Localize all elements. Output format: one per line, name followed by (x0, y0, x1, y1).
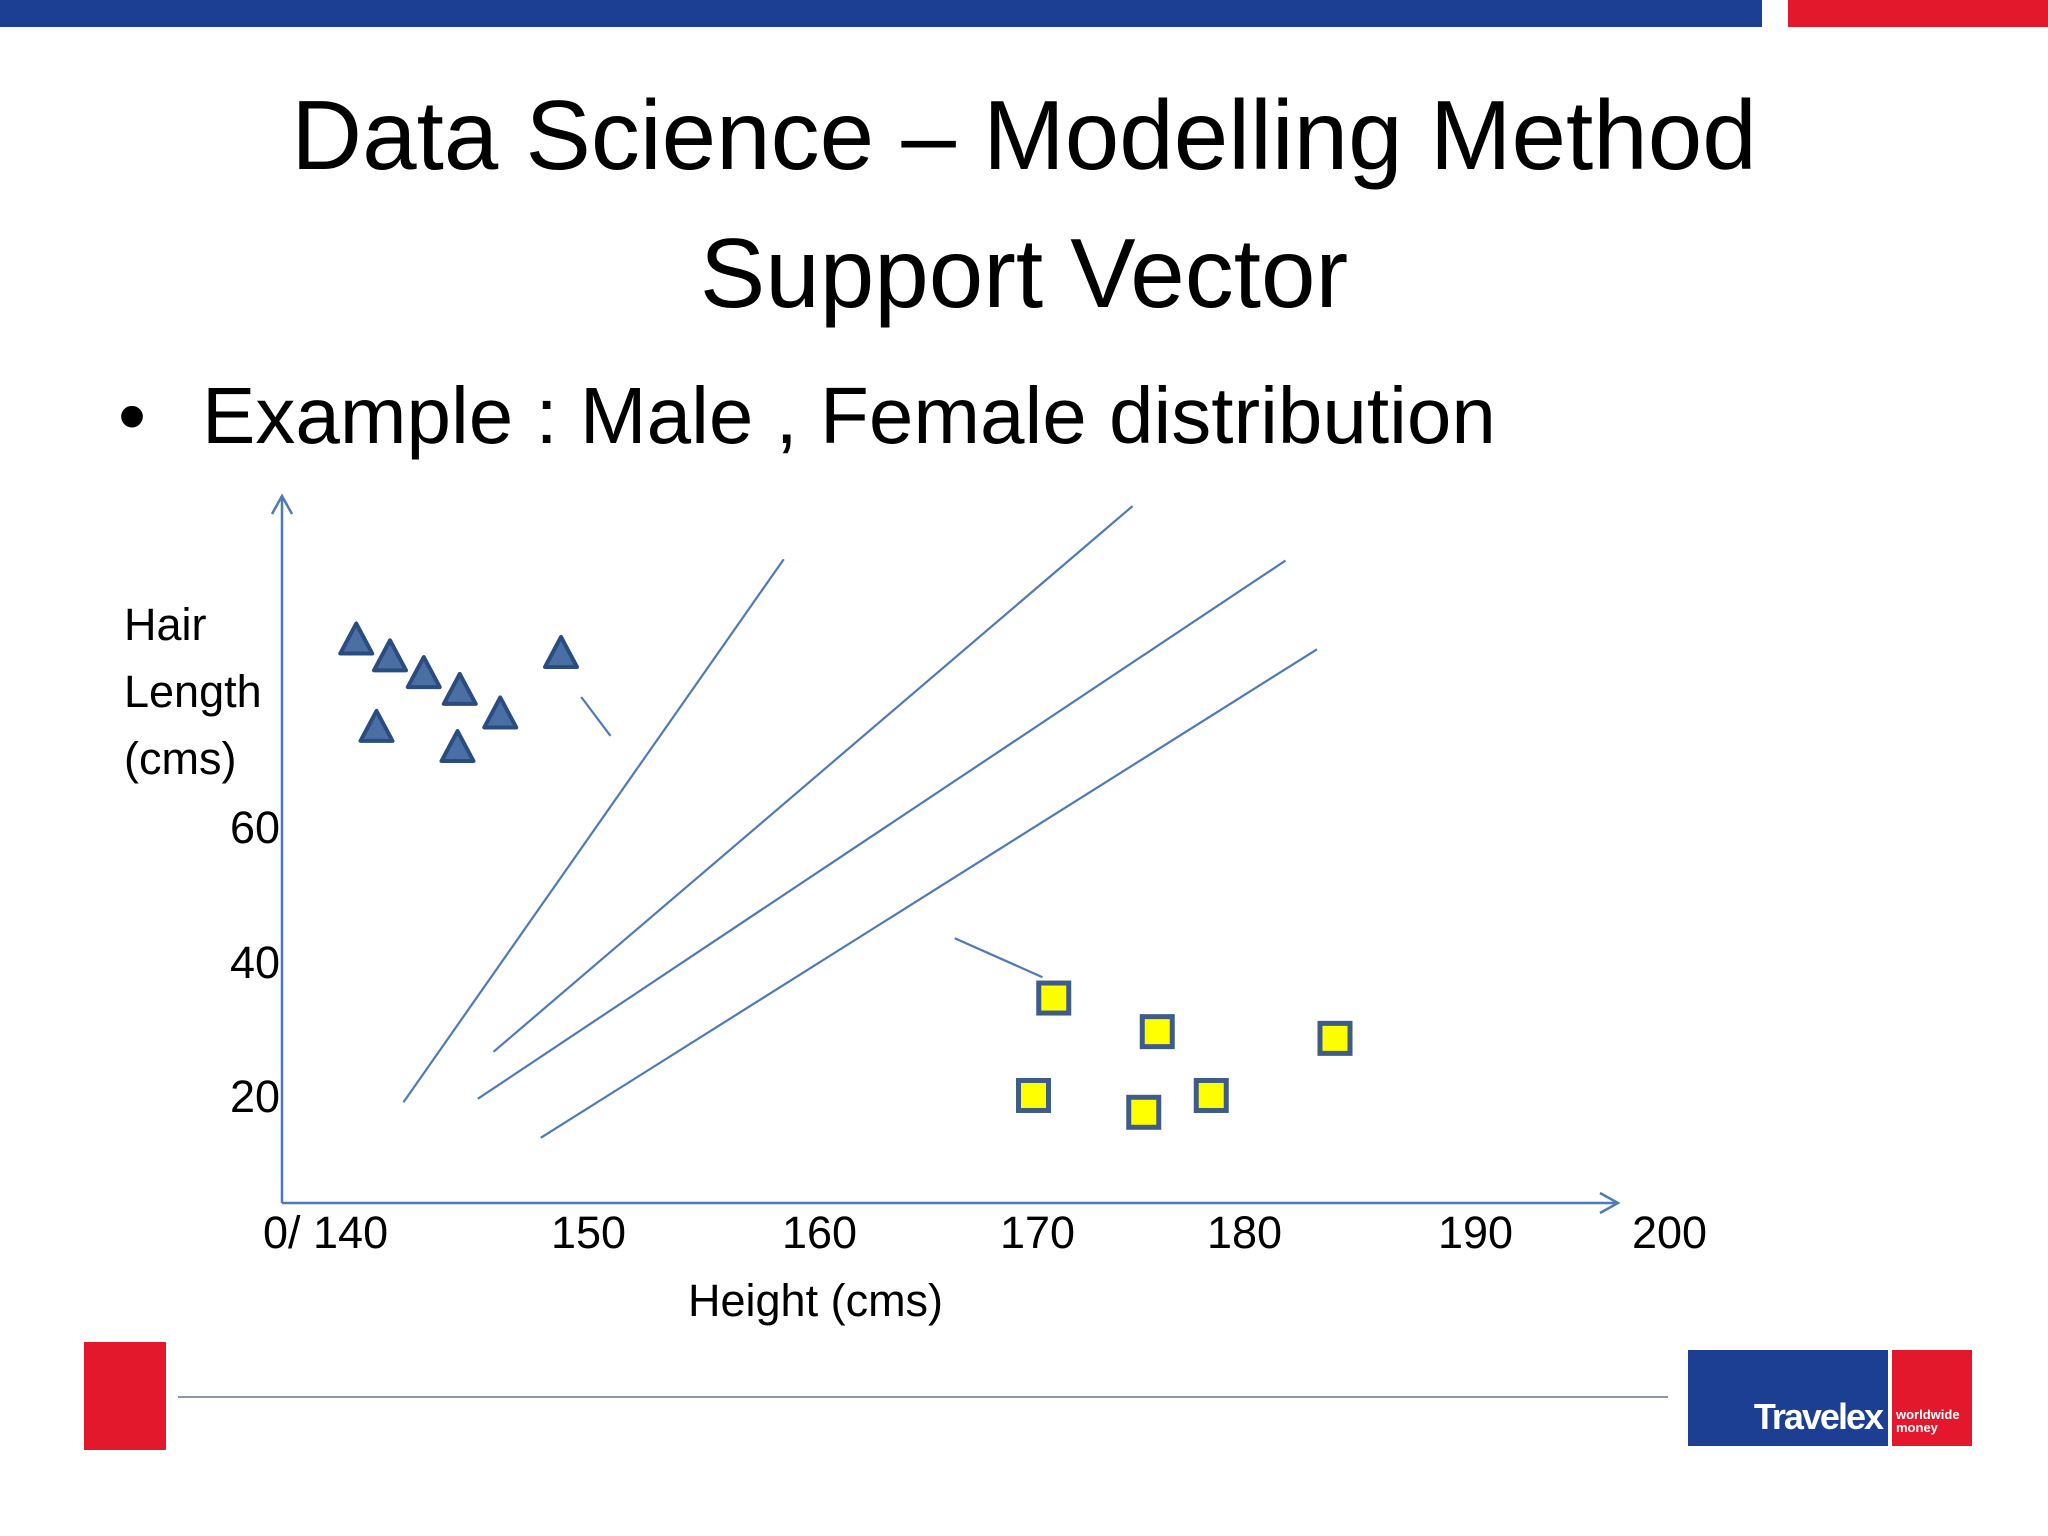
y-tick-label: 20 (230, 1071, 280, 1122)
bullet-dot-icon: • (118, 371, 147, 460)
slide-title: Data Science – Modelling Method Support … (0, 66, 2048, 342)
x-tick-label: 190 (1438, 1207, 1513, 1258)
svm-scatter-chart: Hair Length (cms) 60 40 20 0/ 140 150 16… (124, 493, 1707, 1326)
footer-red-block (84, 1342, 166, 1450)
y-axis-label-line-1: Hair (124, 599, 207, 650)
logo-tagline: worldwide money (1896, 1407, 1960, 1435)
separating-line (402, 558, 785, 1103)
separating-line (492, 505, 1134, 1053)
travelex-logo: Travelex worldwide money (1688, 1350, 1972, 1446)
pointer-line (580, 696, 612, 737)
y-axis-label-line-3: (cms) (124, 733, 236, 784)
top-brand-bar-blue (0, 0, 1762, 27)
triangle-marker (358, 708, 395, 743)
y-axis-label: Hair Length (cms) (124, 599, 262, 784)
x-tick-label: 180 (1207, 1207, 1282, 1258)
y-tick-label: 40 (230, 937, 280, 988)
axes (270, 493, 1621, 1215)
x-tick-label: 150 (551, 1207, 626, 1258)
separating-lines (402, 505, 1318, 1139)
square-marker (1317, 1020, 1353, 1056)
triangle-marker (338, 621, 375, 656)
logo-blue-panel: Travelex (1688, 1350, 1888, 1446)
x-tick-label: 0/ 140 (263, 1207, 388, 1258)
triangle-marker (439, 729, 476, 764)
footer-divider (178, 1396, 1668, 1398)
square-marker (1139, 1014, 1175, 1050)
x-tick-labels: 0/ 140 150 160 170 180 190 200 (263, 1207, 1707, 1258)
y-tick-labels: 60 40 20 (230, 802, 280, 1122)
x-tick-label: 170 (1000, 1207, 1075, 1258)
y-tick-label: 60 (230, 802, 280, 853)
square-marker (1193, 1077, 1229, 1113)
y-axis-label-line-2: Length (124, 666, 262, 717)
bullet-text: Example : Male , Female distribution (202, 371, 1496, 460)
slide-title-line-2: Support Vector (699, 218, 1349, 328)
data-points (338, 621, 1353, 1130)
x-tick-label: 160 (782, 1207, 857, 1258)
triangle-marker (405, 655, 442, 690)
triangle-marker (441, 671, 478, 706)
separating-line (477, 559, 1287, 1100)
logo-red-panel: worldwide money (1892, 1350, 1972, 1446)
square-marker (1016, 1077, 1051, 1113)
logo-name: Travelex (1753, 1396, 1884, 1437)
x-axis-arrow-icon (1599, 1191, 1621, 1215)
triangle-marker (372, 638, 408, 673)
support-vector-pointers (580, 696, 1043, 979)
triangle-marker (482, 695, 519, 730)
pointer-line (954, 937, 1043, 979)
x-axis-label: Height (cms) (688, 1275, 943, 1326)
slide-title-line-1: Data Science – Modelling Method (291, 80, 1757, 190)
separating-line (540, 648, 1318, 1139)
x-tick-label: 200 (1632, 1207, 1707, 1258)
triangle-marker (543, 634, 579, 669)
square-marker (1036, 980, 1072, 1016)
top-brand-bar-red (1788, 0, 2048, 27)
bullet-item: • Example : Male , Female distribution (118, 366, 1496, 466)
y-axis-arrow-icon (270, 493, 294, 515)
square-marker (1126, 1094, 1162, 1130)
